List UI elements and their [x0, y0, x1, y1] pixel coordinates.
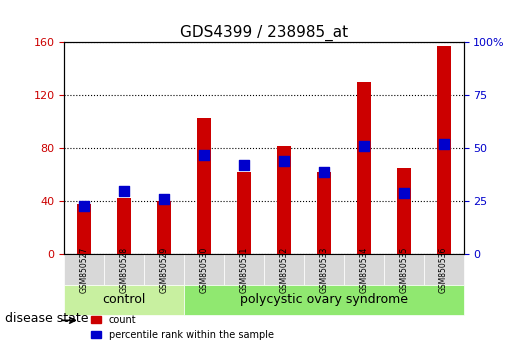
FancyBboxPatch shape [224, 255, 264, 285]
Text: GSM850530: GSM850530 [200, 246, 209, 293]
Bar [237, 172, 251, 255]
Bar [397, 169, 410, 255]
Text: GSM850533: GSM850533 [319, 246, 328, 293]
Bar [77, 204, 91, 255]
Text: GSM850536: GSM850536 [439, 246, 448, 293]
Point [320, 169, 328, 175]
FancyBboxPatch shape [64, 255, 104, 285]
FancyBboxPatch shape [264, 255, 304, 285]
Bar [117, 198, 131, 255]
Text: polycystic ovary syndrome: polycystic ovary syndrome [240, 293, 408, 307]
FancyBboxPatch shape [344, 255, 384, 285]
FancyBboxPatch shape [423, 255, 464, 285]
Title: GDS4399 / 238985_at: GDS4399 / 238985_at [180, 25, 348, 41]
Text: GSM850528: GSM850528 [120, 247, 129, 293]
Point [240, 162, 248, 168]
Bar [317, 172, 331, 255]
FancyBboxPatch shape [64, 285, 184, 315]
Bar [157, 201, 171, 255]
Bar [357, 82, 371, 255]
Text: GSM850529: GSM850529 [160, 246, 168, 293]
Text: GSM850532: GSM850532 [280, 246, 288, 293]
FancyBboxPatch shape [184, 285, 464, 315]
Text: control: control [102, 293, 146, 307]
Bar [197, 118, 211, 255]
FancyBboxPatch shape [104, 255, 144, 285]
Text: GSM850527: GSM850527 [80, 246, 89, 293]
Point [120, 188, 128, 194]
FancyBboxPatch shape [304, 255, 344, 285]
Legend: count, percentile rank within the sample: count, percentile rank within the sample [87, 311, 278, 344]
FancyBboxPatch shape [184, 255, 224, 285]
Bar [277, 146, 291, 255]
Point [439, 141, 448, 147]
Point [160, 196, 168, 202]
Point [359, 143, 368, 149]
Point [80, 203, 89, 209]
Text: GSM850535: GSM850535 [399, 246, 408, 293]
Text: disease state: disease state [5, 312, 89, 325]
Point [400, 190, 408, 196]
Text: GSM850531: GSM850531 [239, 246, 248, 293]
FancyBboxPatch shape [384, 255, 423, 285]
FancyBboxPatch shape [144, 255, 184, 285]
Point [200, 152, 208, 158]
Point [280, 158, 288, 164]
Bar [437, 46, 451, 255]
Text: GSM850534: GSM850534 [359, 246, 368, 293]
